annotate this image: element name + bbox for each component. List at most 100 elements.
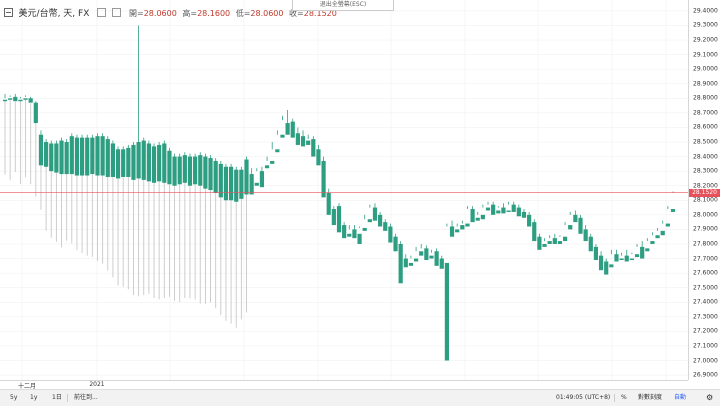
candle — [59, 137, 64, 175]
candle — [162, 140, 167, 183]
y-tick-label: 27.8000 — [693, 240, 718, 248]
log-scale-button[interactable]: 對數刻度 — [638, 394, 663, 401]
candle — [562, 222, 568, 242]
candle — [516, 204, 521, 217]
y-tick-label: 29.2000 — [693, 36, 718, 44]
candle — [614, 249, 619, 262]
settings-small-icon[interactable] — [96, 8, 106, 17]
candle — [660, 220, 665, 236]
range-1d-button[interactable]: 1日 — [52, 394, 62, 401]
candle — [383, 219, 388, 231]
candle — [290, 118, 295, 138]
candle — [588, 233, 593, 252]
candle — [105, 136, 110, 177]
time-axis[interactable] — [0, 380, 688, 390]
x-tick-label: 十二月 — [17, 383, 37, 390]
divider — [67, 394, 68, 402]
candle — [408, 255, 414, 266]
candle — [480, 204, 485, 220]
y-tick-label: 29.3000 — [693, 21, 718, 29]
percent-scale-button[interactable]: % — [621, 394, 627, 401]
low-label: 低= — [235, 9, 251, 18]
candle — [655, 227, 660, 239]
candle — [491, 201, 496, 215]
y-tick-label: 28.2000 — [693, 182, 718, 190]
candle — [285, 109, 290, 135]
y-tick-label: 28.1000 — [693, 196, 718, 204]
candle — [419, 243, 424, 256]
candle — [54, 140, 59, 173]
candles — [2, 25, 676, 361]
candle — [177, 153, 182, 185]
candle — [629, 252, 634, 261]
candle — [187, 153, 193, 186]
candle — [388, 223, 393, 243]
y-tick-label: 28.7000 — [693, 109, 718, 117]
candle — [331, 206, 336, 226]
close-label: 收= — [289, 9, 304, 18]
divider — [614, 394, 615, 402]
candle — [316, 144, 321, 166]
candle — [378, 211, 383, 227]
candle — [213, 158, 218, 193]
range-1y-button[interactable]: 1y — [30, 394, 38, 401]
candle — [126, 144, 131, 177]
candle — [640, 241, 645, 259]
price-chart[interactable] — [0, 0, 688, 380]
symbol-title[interactable]: 美元/台幣, 天, FX — [18, 9, 90, 19]
gear-icon[interactable]: ⚙ — [706, 393, 714, 402]
candle — [557, 235, 563, 244]
candle — [100, 133, 105, 176]
y-tick-label: 28.3000 — [693, 167, 718, 175]
candle — [264, 156, 270, 169]
candle — [665, 206, 670, 227]
exit-fullscreen-button[interactable]: 退出全螢幕(ESC) — [292, 0, 394, 11]
volume-bars — [4, 98, 247, 328]
goto-date-button[interactable]: 前往到... — [74, 394, 98, 401]
candle — [527, 211, 532, 227]
candle — [326, 188, 331, 215]
candle — [506, 201, 511, 212]
candle — [372, 203, 378, 221]
last-price-label: 28.1520 — [689, 188, 720, 197]
candle — [670, 191, 676, 212]
candle — [151, 143, 157, 183]
high-label: 高= — [182, 9, 198, 18]
y-tick-label: 27.9000 — [693, 225, 718, 233]
collapse-legend-icon[interactable] — [4, 8, 13, 17]
y-tick-label: 28.6000 — [693, 123, 718, 131]
auto-scale-button[interactable]: 自動 — [674, 394, 687, 401]
candle — [157, 142, 162, 182]
candle — [254, 168, 259, 186]
candle — [275, 130, 280, 153]
candle — [403, 254, 408, 268]
candle — [352, 225, 357, 239]
candle — [74, 134, 80, 176]
candle — [634, 243, 640, 258]
candle — [604, 258, 609, 275]
candle — [470, 206, 475, 223]
candle — [593, 243, 599, 261]
chart-legend: 美元/台幣, 天, FX 開=28.0600 高=28.1600 低=28.06… — [4, 6, 337, 19]
candle — [501, 203, 506, 214]
candle — [110, 140, 116, 177]
candle — [532, 219, 537, 242]
close-small-icon[interactable] — [112, 8, 122, 17]
candle — [336, 203, 342, 233]
candle — [85, 134, 90, 176]
candle — [475, 211, 480, 221]
candle — [300, 130, 306, 147]
candle — [362, 214, 367, 231]
high-value: 28.1600 — [197, 9, 231, 18]
candle — [311, 136, 316, 157]
candle — [249, 168, 254, 195]
candle — [583, 225, 588, 242]
y-tick-label: 29.1000 — [693, 51, 718, 59]
clock-readout: 01:49:05 (UTC+8) — [556, 394, 611, 401]
open-label: 開= — [129, 9, 144, 18]
range-5y-button[interactable]: 5y — [10, 394, 18, 401]
candle — [90, 134, 95, 175]
candle — [521, 209, 527, 218]
candle — [203, 153, 208, 189]
candle — [218, 160, 223, 198]
